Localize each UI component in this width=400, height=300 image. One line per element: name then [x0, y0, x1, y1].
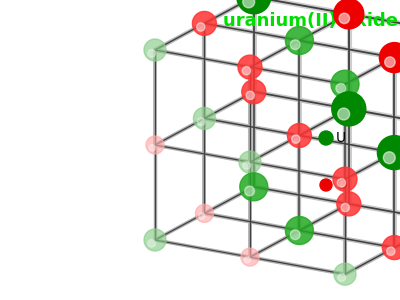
Text: uranium(II) oxide: uranium(II) oxide [223, 12, 398, 30]
Circle shape [378, 136, 400, 169]
Circle shape [386, 247, 395, 255]
Circle shape [337, 178, 346, 187]
Circle shape [242, 80, 266, 104]
Circle shape [148, 239, 156, 247]
Circle shape [244, 257, 250, 263]
Circle shape [334, 263, 356, 285]
Circle shape [241, 248, 259, 266]
Circle shape [193, 107, 215, 129]
Circle shape [196, 204, 214, 222]
Circle shape [285, 26, 314, 55]
Circle shape [198, 213, 205, 219]
Circle shape [334, 0, 364, 29]
Text: U: U [336, 131, 346, 145]
Circle shape [197, 118, 205, 125]
Circle shape [379, 43, 400, 73]
Circle shape [382, 236, 400, 260]
Circle shape [243, 0, 255, 8]
Circle shape [319, 131, 333, 145]
Circle shape [149, 145, 156, 151]
Circle shape [285, 217, 314, 244]
Text: O: O [336, 178, 347, 192]
Circle shape [290, 40, 300, 50]
Circle shape [290, 230, 300, 240]
Circle shape [338, 108, 350, 120]
Circle shape [336, 83, 346, 93]
Circle shape [239, 151, 261, 173]
Circle shape [146, 136, 164, 154]
Circle shape [292, 135, 300, 143]
Circle shape [144, 39, 166, 61]
Circle shape [144, 229, 166, 251]
Circle shape [331, 70, 359, 98]
Circle shape [148, 50, 156, 57]
Circle shape [338, 274, 346, 281]
Circle shape [245, 186, 254, 196]
Circle shape [240, 173, 268, 201]
Circle shape [341, 203, 350, 212]
Circle shape [383, 152, 395, 164]
Circle shape [246, 91, 254, 100]
Circle shape [332, 92, 366, 126]
Circle shape [287, 124, 311, 148]
Circle shape [243, 161, 250, 169]
Circle shape [237, 0, 271, 14]
Circle shape [339, 13, 350, 24]
Circle shape [242, 67, 250, 75]
Circle shape [320, 179, 332, 191]
Circle shape [333, 167, 357, 191]
Circle shape [197, 23, 205, 31]
Circle shape [238, 55, 262, 79]
Circle shape [192, 11, 216, 35]
Circle shape [385, 57, 395, 67]
Circle shape [337, 192, 361, 216]
